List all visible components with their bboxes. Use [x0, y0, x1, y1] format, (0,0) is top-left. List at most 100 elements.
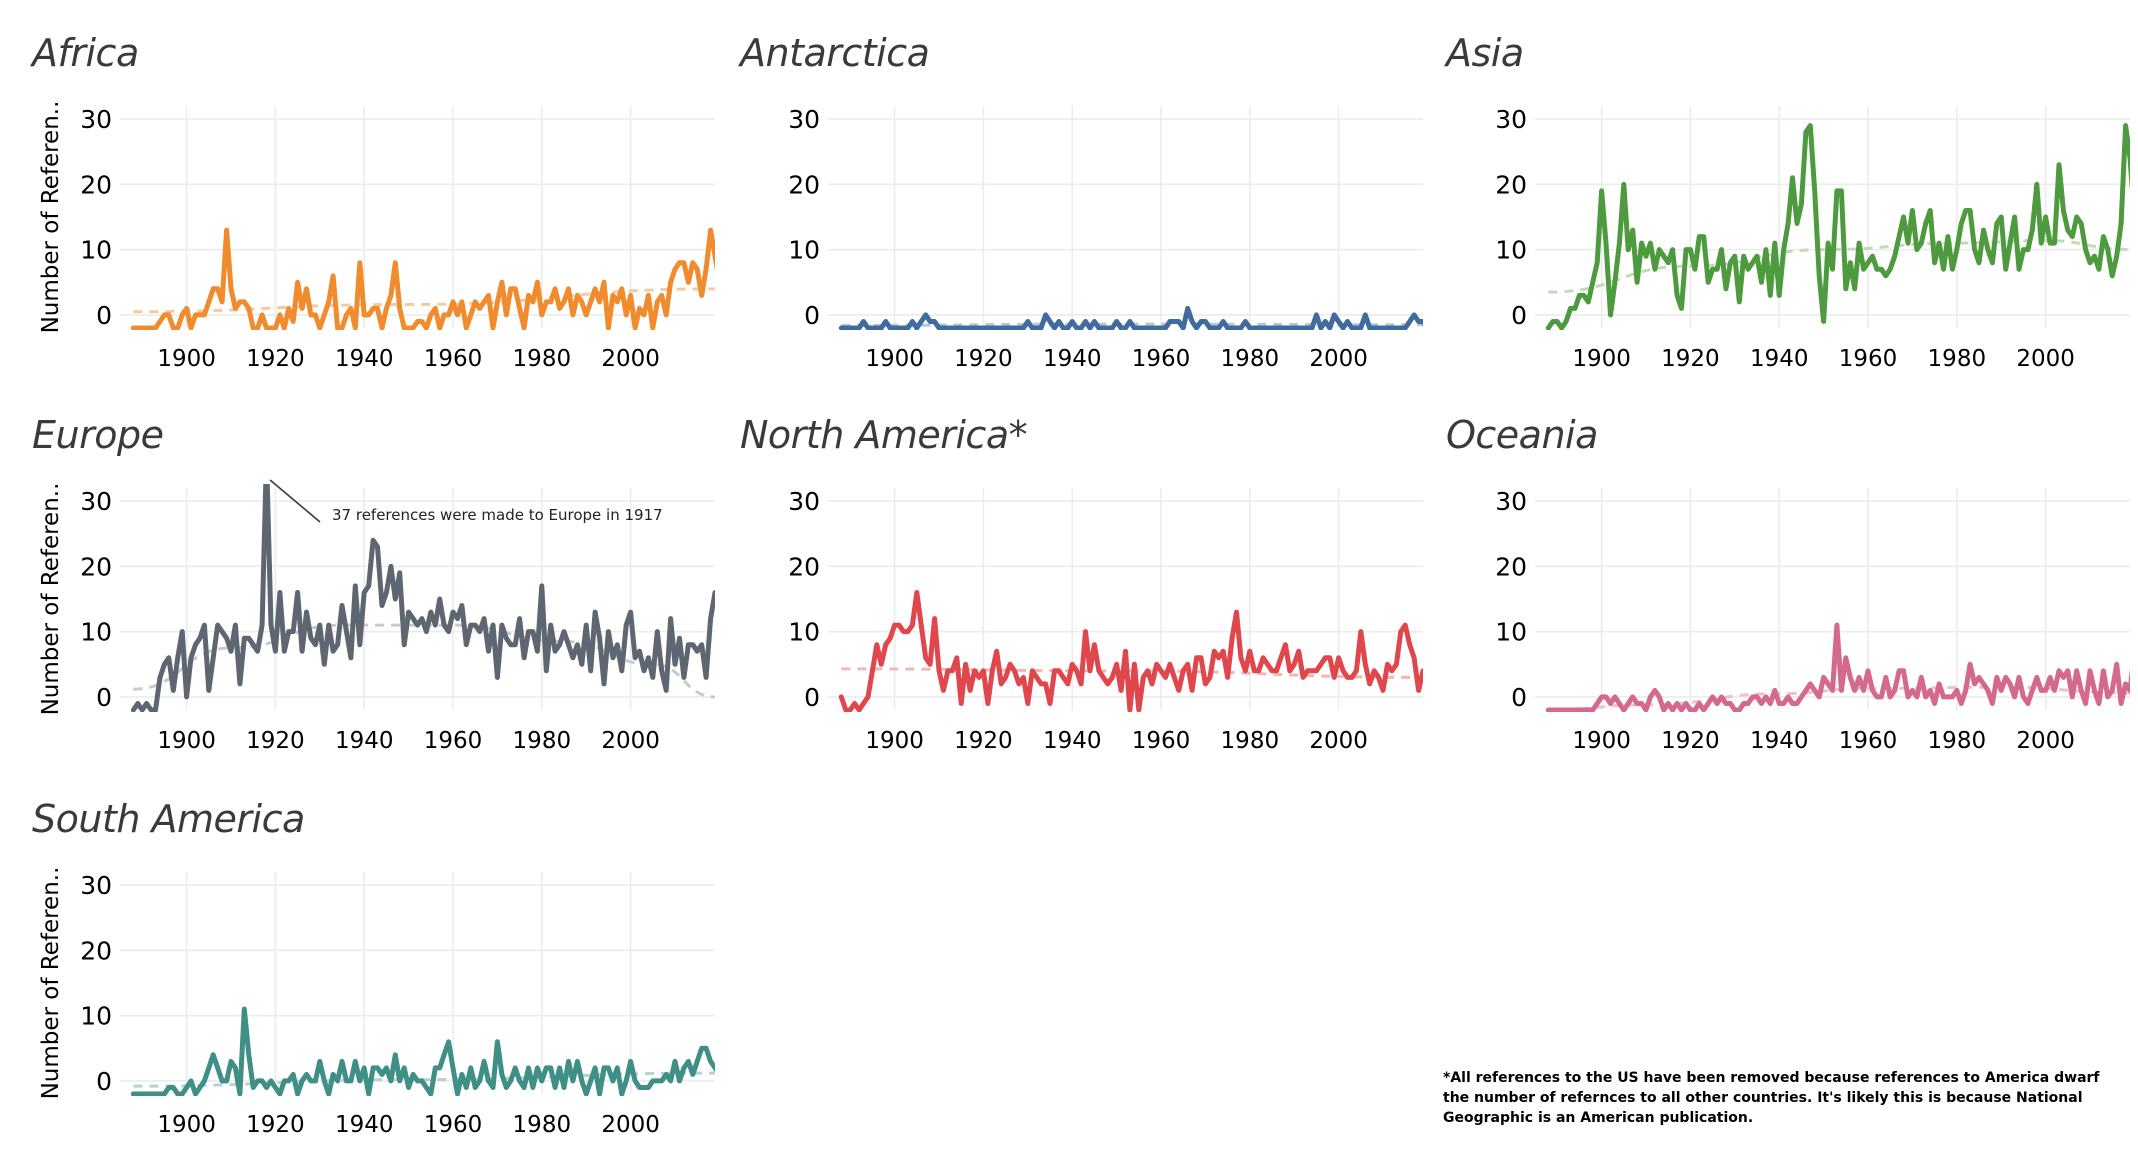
panel-south-america: South America Number of Referen.. 1900 1920… — [32, 797, 715, 1138]
annotation-leader-line — [269, 479, 321, 523]
trend-line — [1548, 239, 2130, 294]
x-tick-label: 2000 — [1309, 346, 1368, 372]
trend-line — [1548, 685, 2130, 712]
y-tick-label: 20 — [80, 170, 112, 199]
x-tick-label: 1940 — [335, 346, 394, 372]
x-tick-label: 1980 — [1928, 346, 1987, 372]
x-tick-label: 1920 — [1661, 346, 1720, 372]
y-tick-label: 0 — [804, 683, 820, 712]
panel-north-america: North America* 1900 1920 1940 1960 1980 2000 30… — [740, 413, 1423, 754]
y-axis-label: Number of Referen.. — [38, 483, 64, 716]
series-line-south-america — [130, 1006, 715, 1096]
series-line-oceania — [1545, 622, 2130, 712]
x-tick-label: 1900 — [865, 728, 924, 754]
y-tick-label: 10 — [1495, 236, 1527, 265]
x-tick-label: 1960 — [424, 346, 483, 372]
x-tick-label: 1940 — [335, 1112, 394, 1138]
x-tick-label: 1900 — [157, 1112, 216, 1138]
x-tick-label: 1920 — [954, 346, 1013, 372]
x-tick-label: 1920 — [954, 728, 1013, 754]
panel-africa: Africa Number of Referen.. 1900 1920 1940 196… — [29, 31, 715, 372]
x-tick-label: 1980 — [1221, 346, 1280, 372]
x-tick-label: 1980 — [1221, 728, 1280, 754]
y-tick-label: 10 — [80, 1002, 112, 1031]
x-tick-label: 1900 — [157, 346, 216, 372]
x-tick-label: 2000 — [601, 728, 660, 754]
y-tick-label: 20 — [80, 552, 112, 581]
y-tick-label: 30 — [80, 487, 112, 516]
x-tick-label: 2000 — [1309, 728, 1368, 754]
y-tick-label: 20 — [1495, 552, 1527, 581]
x-tick-label: 1900 — [1572, 728, 1631, 754]
x-tick-label: 2000 — [2016, 728, 2075, 754]
footnote: *All references to the US have been remo… — [1443, 1070, 2100, 1126]
panel-europe: Europe Number of Referen.. 1900 1920 1940 196… — [32, 413, 715, 754]
x-tick-label: 1960 — [1132, 346, 1191, 372]
x-tick-label: 1960 — [424, 728, 483, 754]
y-tick-label: 30 — [80, 871, 112, 900]
x-tick-label: 1980 — [513, 1112, 572, 1138]
annotation-text: 37 references were made to Europe in 191… — [332, 506, 663, 524]
x-tick-label: 1940 — [335, 728, 394, 754]
y-tick-label: 10 — [788, 236, 820, 265]
y-tick-label: 30 — [788, 105, 820, 134]
series-line-europe — [130, 484, 715, 712]
x-tick-label: 1900 — [1572, 346, 1631, 372]
x-tick-label: 1980 — [1928, 728, 1987, 754]
y-tick-label: 20 — [788, 170, 820, 199]
x-tick-label: 1960 — [1839, 728, 1898, 754]
panel-title: North America* — [740, 413, 1027, 457]
y-tick-label: 10 — [788, 618, 820, 647]
y-tick-label: 20 — [788, 552, 820, 581]
x-tick-label: 2000 — [2016, 346, 2075, 372]
series-line-north-america — [838, 590, 1423, 712]
panel-title: Antarctica — [737, 31, 929, 75]
panel-title: South America — [32, 797, 305, 841]
y-tick-label: 10 — [80, 236, 112, 265]
trend-line — [133, 287, 715, 314]
y-axis-label: Number of Referen.. — [38, 867, 64, 1100]
panel-oceania: Oceania 1900 1920 1940 1960 1980 2000 30 20 10 0 — [1446, 413, 2130, 754]
x-tick-label: 1960 — [1132, 728, 1191, 754]
x-tick-label: 1920 — [246, 728, 305, 754]
x-tick-label: 1920 — [246, 346, 305, 372]
y-tick-label: 0 — [1511, 683, 1527, 712]
x-tick-label: 1920 — [1661, 728, 1720, 754]
panel-asia: Asia 1900 1920 1940 1960 1980 2000 30 20 10 0 — [1443, 31, 2130, 372]
panel-title: Oceania — [1446, 413, 1598, 457]
x-tick-label: 1940 — [1043, 728, 1102, 754]
x-tick-label: 1960 — [424, 1112, 483, 1138]
y-tick-label: 0 — [96, 301, 112, 330]
series-line-africa — [130, 227, 715, 330]
y-tick-label: 20 — [1495, 170, 1527, 199]
y-tick-label: 0 — [804, 301, 820, 330]
y-tick-label: 30 — [1495, 487, 1527, 516]
y-tick-label: 20 — [80, 936, 112, 965]
x-tick-label: 1940 — [1043, 346, 1102, 372]
panel-title: Africa — [29, 31, 139, 75]
x-tick-label: 2000 — [601, 346, 660, 372]
y-tick-label: 0 — [96, 1067, 112, 1096]
x-tick-label: 1980 — [513, 728, 572, 754]
y-tick-label: 10 — [80, 618, 112, 647]
trend-line — [133, 623, 715, 699]
y-axis-label: Number of Referen.. — [38, 101, 64, 334]
y-tick-label: 0 — [1511, 301, 1527, 330]
x-tick-label: 1940 — [1750, 728, 1809, 754]
y-tick-label: 30 — [80, 105, 112, 134]
panel-title: Europe — [32, 413, 163, 457]
x-tick-label: 1960 — [1839, 346, 1898, 372]
x-tick-label: 1940 — [1750, 346, 1809, 372]
x-tick-label: 1900 — [865, 346, 924, 372]
y-tick-label: 10 — [1495, 618, 1527, 647]
panel-title: Asia — [1443, 31, 1524, 75]
y-tick-label: 0 — [96, 683, 112, 712]
panel-antarctica: Antarctica 1900 1920 1940 1960 1980 2000 30 20 10… — [737, 31, 1423, 372]
x-tick-label: 1920 — [246, 1112, 305, 1138]
series-line-antarctica — [838, 305, 1423, 330]
x-tick-label: 2000 — [601, 1112, 660, 1138]
x-tick-label: 1980 — [513, 346, 572, 372]
y-tick-label: 30 — [1495, 105, 1527, 134]
y-tick-label: 30 — [788, 487, 820, 516]
